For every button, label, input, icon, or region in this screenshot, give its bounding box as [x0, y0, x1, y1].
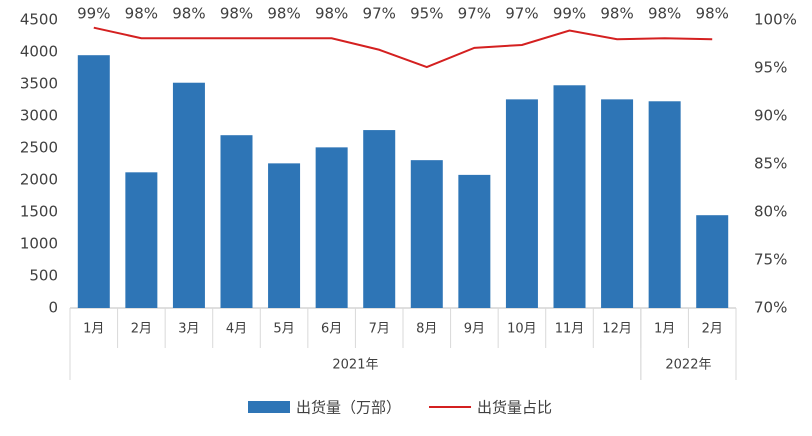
data-label: 98%: [220, 5, 253, 23]
y-tick-label: 2500: [20, 139, 58, 157]
group-label: 2022年: [665, 358, 711, 373]
data-label: 98%: [267, 5, 300, 23]
x-tick-label: 12月: [602, 322, 632, 337]
line: [93, 26, 713, 69]
data-label: 98%: [648, 5, 681, 23]
bar: [458, 174, 491, 308]
x-tick-label: 9月: [464, 322, 485, 337]
y-tick-label: 3500: [20, 75, 58, 93]
bar: [220, 135, 253, 308]
y-tick-label: 4000: [20, 43, 58, 61]
x-tick-label: 8月: [416, 322, 437, 337]
bar: [553, 85, 586, 308]
bar: [77, 55, 110, 309]
bar: [172, 82, 205, 308]
data-label: 95%: [410, 5, 443, 23]
group-label: 2021年: [332, 358, 378, 373]
x-tick-label: 3月: [178, 322, 199, 337]
y2-tick-label: 85%: [754, 155, 787, 173]
x-tick-label: 2月: [702, 322, 723, 337]
data-label: 98%: [600, 5, 633, 23]
bar: [505, 99, 538, 308]
data-label: 98%: [172, 5, 205, 23]
x-tick-label: 1月: [83, 322, 104, 337]
legend-label: 出货量（万部）: [296, 399, 401, 417]
data-label: 99%: [77, 5, 110, 23]
bar: [125, 172, 158, 308]
x-tick-label: 1月: [654, 322, 675, 337]
bar: [410, 160, 443, 308]
x-tick-label: 7月: [369, 322, 390, 337]
y2-tick-label: 75%: [754, 251, 787, 269]
data-label: 98%: [125, 5, 158, 23]
bar: [601, 99, 634, 308]
y2-tick-label: 100%: [754, 11, 797, 29]
bar: [696, 215, 729, 308]
y2-tick-label: 80%: [754, 203, 787, 221]
y-tick-label: 1000: [20, 235, 58, 253]
y-tick-label: 4500: [20, 11, 58, 29]
y-tick-label: 2000: [20, 171, 58, 189]
y2-tick-label: 90%: [754, 107, 787, 125]
y-tick-label: 500: [29, 267, 58, 285]
data-label: 97%: [363, 5, 396, 23]
x-tick-label: 5月: [273, 322, 294, 337]
data-label: 98%: [696, 5, 729, 23]
data-label: 98%: [315, 5, 348, 23]
x-tick-label: 2月: [131, 322, 152, 337]
x-tick-label: 6月: [321, 322, 342, 337]
legend-label: 出货量占比: [477, 399, 552, 417]
data-label: 97%: [505, 5, 538, 23]
bar: [268, 163, 301, 308]
x-tick-label: 11月: [555, 322, 585, 337]
bar: [315, 147, 348, 308]
data-label: 97%: [458, 5, 491, 23]
data-label: 99%: [553, 5, 586, 23]
y-tick-label: 1500: [20, 203, 58, 221]
bar: [648, 101, 681, 308]
legend-swatch: [248, 401, 290, 413]
x-tick-label: 10月: [507, 322, 537, 337]
y-tick-label: 0: [48, 299, 58, 317]
y-tick-label: 3000: [20, 107, 58, 125]
x-tick-label: 4月: [226, 322, 247, 337]
y2-tick-label: 70%: [754, 299, 787, 317]
bar: [363, 130, 396, 308]
y2-tick-label: 95%: [754, 59, 787, 77]
